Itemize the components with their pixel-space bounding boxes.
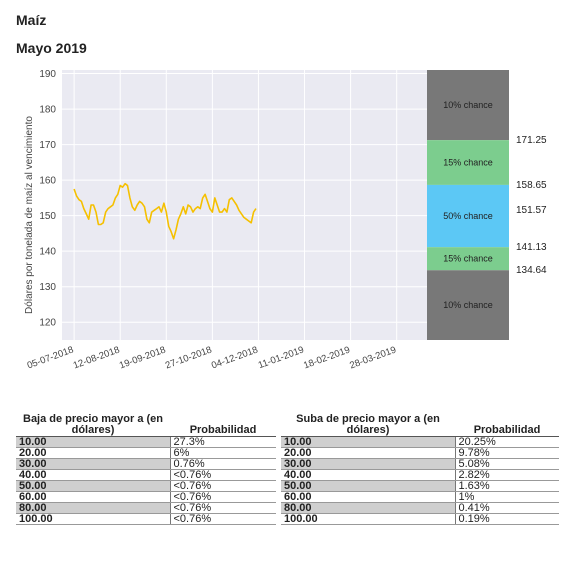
- probability-band: [427, 270, 509, 340]
- x-tick-label: 04-12-2018: [210, 344, 259, 371]
- probability-cell: 0.19%: [455, 513, 559, 525]
- table-row: 10.00 27.3%: [16, 436, 276, 448]
- table-row: 40.00 <0.76%: [16, 469, 276, 481]
- probability-band: [427, 70, 509, 141]
- price-rise-table: Suba de precio mayor a (en dólares) Prob…: [281, 414, 559, 525]
- y-tick-label: 150: [39, 211, 56, 222]
- probability-cell: <0.76%: [170, 491, 276, 503]
- probability-cell: <0.76%: [170, 502, 276, 514]
- table-row: 20.00 9.78%: [281, 447, 559, 459]
- x-tick-label: 18-02-2019: [302, 344, 351, 371]
- table-row: 30.00 0.76%: [16, 458, 276, 470]
- x-tick-label: 28-03-2019: [348, 344, 397, 371]
- table-row: 60.00 1%: [281, 491, 559, 503]
- probability-cell: <0.76%: [170, 513, 276, 525]
- x-tick-label: 12-08-2018: [72, 344, 121, 371]
- table-row: 80.00 <0.76%: [16, 502, 276, 514]
- probability-cell: 0.41%: [455, 502, 559, 514]
- price-threshold-cell: 20.00: [16, 447, 171, 459]
- price-threshold-cell: 10.00: [281, 436, 456, 448]
- probability-cell: 1%: [455, 491, 559, 503]
- band-edge-label: 171.25: [516, 135, 547, 146]
- price-threshold-cell: 50.00: [16, 480, 171, 492]
- price-threshold-cell: 20.00: [281, 447, 456, 459]
- table-row: 30.00 5.08%: [281, 458, 559, 470]
- probability-cell: <0.76%: [170, 469, 276, 481]
- probability-cell: 5.08%: [455, 458, 559, 470]
- y-tick-label: 120: [39, 318, 56, 329]
- price-threshold-cell: 10.00: [16, 436, 171, 448]
- table-row: 100.00 0.19%: [281, 513, 559, 525]
- probability-cell: 9.78%: [455, 447, 559, 459]
- price-drop-table: Baja de precio mayor a (en dólares) Prob…: [16, 414, 276, 525]
- page-subtitle: Mayo 2019: [16, 40, 87, 56]
- price-line: [73, 182, 257, 240]
- table-row: 60.00 <0.76%: [16, 491, 276, 503]
- x-tick-label: 05-07-2018: [26, 344, 75, 371]
- band-label: 10% chance: [443, 100, 493, 110]
- probability-cell: <0.76%: [170, 480, 276, 492]
- price-threshold-cell: 30.00: [16, 458, 171, 470]
- table-row: 80.00 0.41%: [281, 502, 559, 514]
- table-row: 100.00 <0.76%: [16, 513, 276, 525]
- band-edge-label: 158.65: [516, 180, 547, 191]
- probability-cell: 20.25%: [455, 436, 559, 448]
- page-title: Maíz: [16, 12, 47, 28]
- y-axis-label: Dólares por tonelada de maíz al vencimie…: [24, 116, 35, 314]
- y-tick-label: 140: [39, 247, 56, 258]
- table-row: 20.00 6%: [16, 447, 276, 459]
- x-tick-label: 19-09-2018: [118, 344, 167, 371]
- table-header-rise: Suba de precio mayor a (en dólares): [281, 414, 455, 437]
- probability-band: [427, 140, 509, 185]
- table-header-probability: Probabilidad: [455, 414, 559, 437]
- y-tick-label: 170: [39, 140, 56, 151]
- x-tick-label: 27-10-2018: [164, 344, 213, 371]
- price-threshold-cell: 80.00: [281, 502, 456, 514]
- probability-cell: 27.3%: [170, 436, 276, 448]
- table-header-probability: Probabilidad: [170, 414, 276, 437]
- band-label: 50% chance: [443, 211, 493, 221]
- probability-cell: 1.63%: [455, 480, 559, 492]
- band-label: 10% chance: [443, 300, 493, 310]
- price-threshold-cell: 100.00: [16, 513, 171, 525]
- band-edge-label: 151.57: [516, 205, 547, 216]
- band-label: 15% chance: [443, 254, 493, 264]
- x-tick-label: 11-01-2019: [257, 344, 306, 371]
- price-chart: 10% chance 15% chance 50% chance 15% chance…: [24, 69, 547, 371]
- table-row: 50.00 1.63%: [281, 480, 559, 492]
- band-edge-label: 141.13: [516, 242, 547, 253]
- price-threshold-cell: 50.00: [281, 480, 456, 492]
- price-threshold-cell: 60.00: [16, 491, 171, 503]
- probability-cell: 0.76%: [170, 458, 276, 470]
- y-tick-label: 130: [39, 282, 56, 293]
- table-row: 50.00 <0.76%: [16, 480, 276, 492]
- table-row: 40.00 2.82%: [281, 469, 559, 481]
- table-row: 10.00 20.25%: [281, 436, 559, 448]
- y-tick-label: 160: [39, 176, 56, 187]
- probability-band: [427, 184, 509, 248]
- price-threshold-cell: 100.00: [281, 513, 456, 525]
- price-threshold-cell: 30.00: [281, 458, 456, 470]
- price-threshold-cell: 40.00: [281, 469, 456, 481]
- price-threshold-cell: 80.00: [16, 502, 171, 514]
- y-tick-label: 180: [39, 105, 56, 116]
- table-header-drop: Baja de precio mayor a (en dólares): [16, 414, 170, 437]
- y-tick-label: 190: [39, 69, 56, 80]
- plot-background: [62, 70, 427, 340]
- probability-cell: 6%: [170, 447, 276, 459]
- probability-band: [427, 247, 509, 271]
- probability-cell: 2.82%: [455, 469, 559, 481]
- band-label: 15% chance: [443, 158, 493, 168]
- price-threshold-cell: 60.00: [281, 491, 456, 503]
- price-threshold-cell: 40.00: [16, 469, 171, 481]
- band-edge-label: 134.64: [516, 265, 547, 276]
